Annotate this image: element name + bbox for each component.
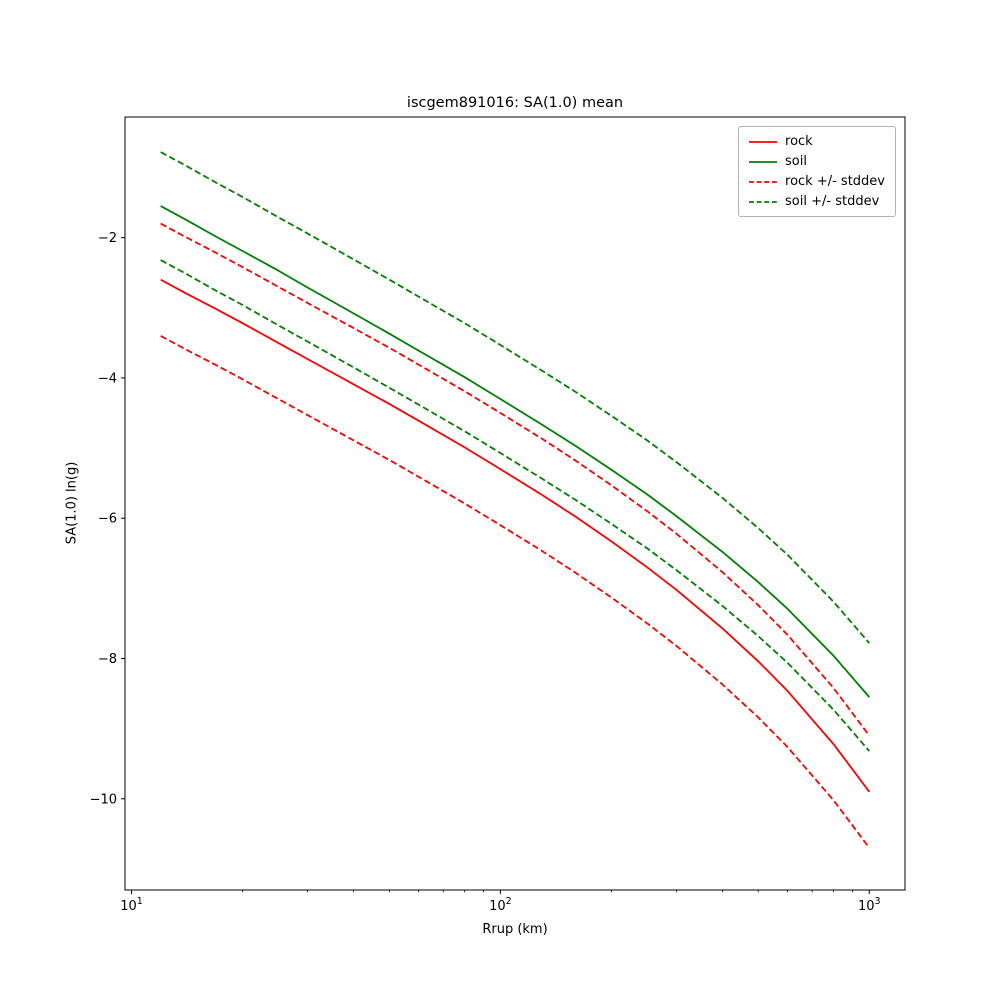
- legend-row: rock: [748, 134, 885, 149]
- series-rock: [160, 278, 871, 793]
- legend-line-sample-icon: [749, 200, 778, 203]
- y-tick-label: −6: [98, 512, 117, 527]
- legend-row: soil: [748, 154, 885, 169]
- series-rock_plus_stddev: [160, 222, 871, 737]
- series-rock_minus_stddev: [160, 335, 871, 849]
- legend-row: soil +/- stddev: [748, 194, 885, 209]
- legend-label: soil +/- stddev: [785, 194, 880, 209]
- y-tick-label: −10: [90, 792, 117, 807]
- legend-label: rock +/- stddev: [785, 174, 885, 189]
- legend-line-sample-icon: [749, 180, 778, 183]
- y-tick-label: −2: [98, 231, 117, 246]
- x-tick-label: 103: [858, 896, 881, 914]
- legend-row: rock +/- stddev: [748, 174, 885, 189]
- x-tick-label: 102: [489, 896, 512, 914]
- series-soil: [160, 205, 870, 698]
- legend-line-sample-icon: [749, 140, 778, 143]
- y-tick-label: −4: [98, 371, 117, 386]
- chart-title: iscgem891016: SA(1.0) mean: [406, 95, 624, 111]
- x-tick-label: 101: [120, 896, 143, 914]
- x-axis-label: Rrup (km): [482, 922, 548, 937]
- legend-label: rock: [785, 134, 813, 149]
- legend: rock soil rock +/- stddev soil +/- stddev: [738, 126, 896, 217]
- axes-frame: [124, 116, 906, 891]
- legend-line-sample-icon: [749, 160, 778, 163]
- y-axis-label: SA(1.0) ln(g): [64, 461, 80, 545]
- y-tick-label: −8: [98, 652, 117, 667]
- series-soil_minus_stddev: [160, 259, 870, 752]
- legend-label: soil: [785, 154, 807, 169]
- series-soil_plus_stddev: [160, 151, 870, 644]
